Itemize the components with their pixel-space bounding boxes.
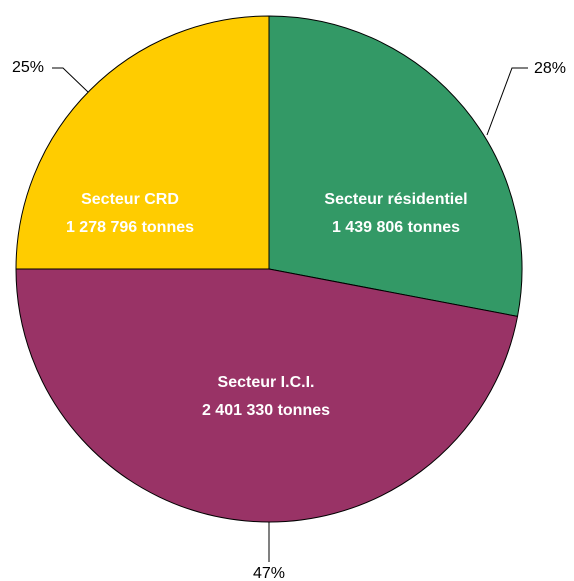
percent-label: 28%: [534, 60, 566, 77]
slice-tonnes: 1 439 806 tonnes: [332, 219, 460, 236]
pie-slice: [15, 268, 519, 523]
slice-tonnes: 2 401 330 tonnes: [202, 402, 330, 419]
leader-line: [52, 67, 89, 93]
percent-label: 25%: [12, 59, 44, 76]
slice-category: Secteur CRD: [81, 191, 179, 208]
slice-tonnes: 1 278 796 tonnes: [66, 219, 194, 236]
percent-label: 47%: [253, 565, 285, 581]
leader-line: [486, 67, 528, 136]
pie-slice: [15, 15, 270, 270]
pie-slice: [268, 15, 523, 317]
slice-category: Secteur résidentiel: [324, 191, 467, 208]
slice-category: Secteur I.C.I.: [218, 374, 315, 391]
